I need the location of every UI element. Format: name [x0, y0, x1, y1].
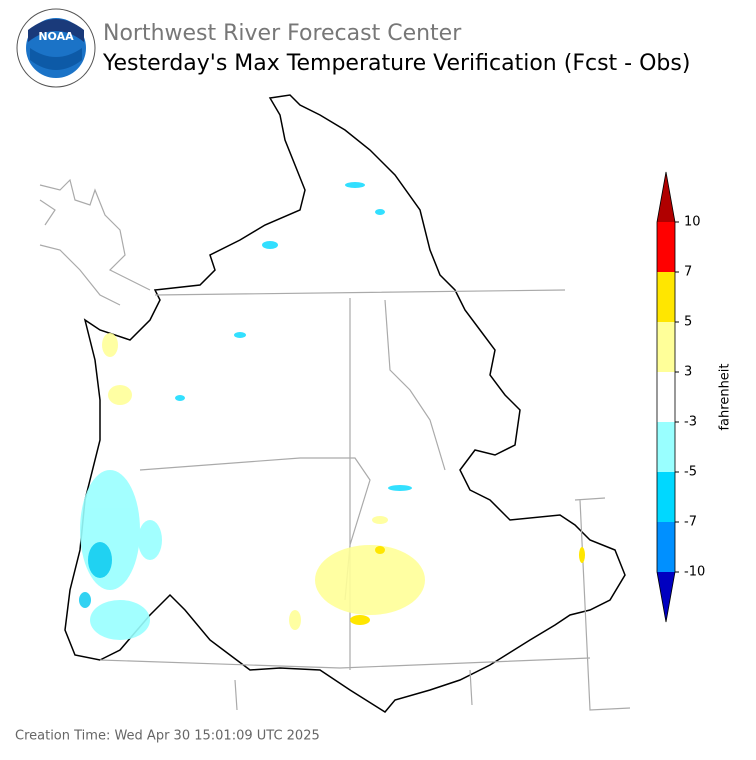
colorbar-extension-over [657, 172, 675, 222]
colorbar-segment [657, 372, 675, 422]
logo-text: NOAA [38, 30, 74, 43]
colorbar-segment [657, 222, 675, 272]
noaa-logo: NOAA [16, 8, 96, 88]
colorbar-tick-label: -7 [684, 515, 697, 530]
colorbar-segment [657, 422, 675, 472]
colorbar-tick-label: -3 [684, 415, 697, 430]
colorbar-segment [657, 472, 675, 522]
colorbar: -10 -7 -5 -3 3 5 7 10 [656, 171, 705, 623]
colorbar-tick-label: 10 [684, 215, 701, 230]
colorbar-tick-label: -5 [684, 465, 697, 480]
colorbar-segment [657, 322, 675, 372]
map-title: Yesterday's Max Temperature Verification… [102, 51, 690, 76]
colorbar-segment [657, 272, 675, 322]
colorbar-segment [657, 522, 675, 572]
map [39, 94, 631, 713]
colorbar-extension-under [657, 572, 675, 622]
creation-time: Creation Time: Wed Apr 30 15:01:09 UTC 2… [15, 729, 320, 744]
colorbar-tick-label: -10 [684, 565, 705, 580]
colorbar-tick-label: 5 [684, 315, 692, 330]
colorbar-tick-label: 7 [684, 265, 692, 280]
colorbar-label: fahrenheit [718, 363, 733, 430]
colorbar-tick-label: 3 [684, 365, 692, 380]
agency-name: Northwest River Forecast Center [103, 21, 462, 46]
